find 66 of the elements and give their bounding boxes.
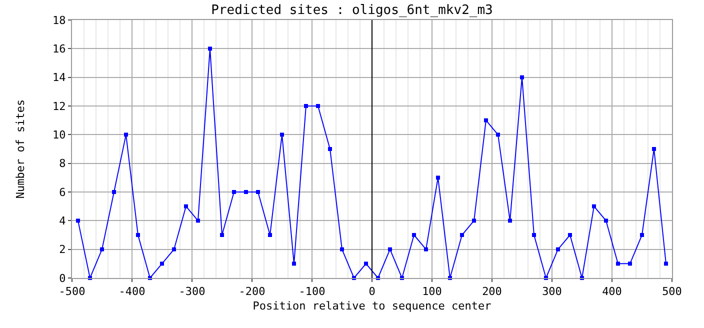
x-axis-title: Position relative to sequence center — [252, 299, 492, 312]
point — [340, 247, 344, 252]
point — [472, 218, 476, 223]
point — [76, 218, 80, 223]
point — [460, 233, 464, 237]
point — [436, 176, 440, 180]
point — [592, 204, 596, 208]
point — [220, 233, 224, 237]
x-tick-label: 500 — [662, 285, 682, 298]
point — [604, 218, 608, 223]
point — [232, 190, 236, 194]
point — [532, 233, 536, 237]
y-tick-label: 10 — [52, 128, 66, 142]
y-axis-title: Number of sites — [14, 99, 28, 199]
x-tick-label: 300 — [542, 285, 562, 298]
point — [244, 190, 248, 194]
x-tick-label: -400 — [118, 285, 146, 298]
y-tick-label: 6 — [59, 186, 66, 199]
point — [256, 190, 260, 194]
point — [292, 262, 296, 266]
y-tick-label: 8 — [59, 157, 66, 170]
y-tick-label: 18 — [52, 14, 66, 27]
point — [112, 190, 116, 194]
point — [184, 204, 188, 208]
point — [496, 132, 500, 137]
x-tick-label: 200 — [482, 285, 502, 298]
y-tick-label: 2 — [59, 243, 66, 256]
point — [412, 233, 416, 237]
point — [520, 75, 524, 80]
point — [640, 233, 644, 237]
x-tick-label: -300 — [178, 285, 206, 298]
point — [208, 46, 212, 51]
point — [424, 247, 428, 252]
point — [100, 247, 104, 252]
point — [196, 218, 200, 223]
point — [364, 262, 368, 266]
point — [304, 104, 308, 108]
x-tick-label: 400 — [602, 285, 622, 298]
x-tick-label: 100 — [422, 285, 442, 298]
y-tick-label: 12 — [52, 100, 66, 113]
x-tick-label: -200 — [238, 285, 266, 298]
point — [316, 104, 320, 108]
point — [136, 233, 140, 237]
point — [616, 262, 620, 266]
chart-title: Predicted sites : oligos_6nt_mkv2_m3 — [211, 3, 493, 18]
point — [556, 247, 560, 252]
point — [388, 247, 392, 252]
y-tick-label: 0 — [59, 272, 66, 285]
point — [172, 247, 176, 252]
point — [124, 132, 128, 137]
point — [484, 118, 488, 122]
y-tick-label: 14 — [52, 71, 66, 84]
x-tick-label: 0 — [368, 285, 376, 298]
point — [160, 262, 164, 266]
point — [568, 233, 572, 237]
point — [664, 262, 668, 266]
point — [628, 262, 632, 266]
y-tick-label: 16 — [52, 42, 66, 56]
point — [508, 218, 512, 223]
point — [328, 147, 332, 151]
point — [280, 132, 284, 137]
x-tick-label: -100 — [298, 285, 326, 298]
point — [268, 233, 272, 237]
x-tick-label: -500 — [58, 285, 86, 298]
point — [652, 147, 656, 151]
y-tick-label: 4 — [59, 214, 66, 228]
